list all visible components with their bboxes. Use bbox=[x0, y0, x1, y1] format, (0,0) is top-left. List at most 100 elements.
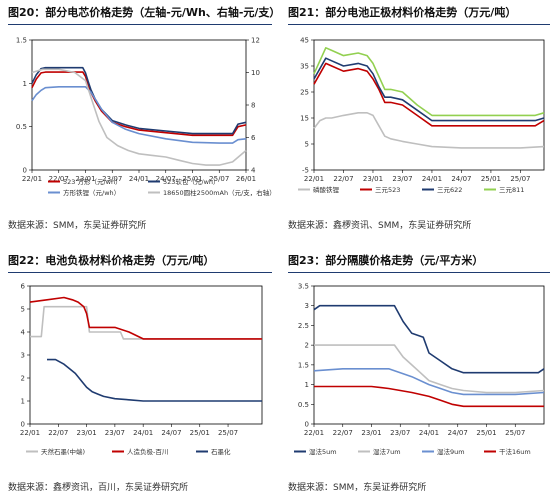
x-tick-label: 22/07 bbox=[333, 175, 353, 183]
legend-label: 湿法7um bbox=[373, 447, 401, 456]
panel-anode-price: 图22：电池负极材料价格走势（万元/吨） 0 1 2 3 4 5 6 22/01 22/07 23… bbox=[8, 252, 272, 496]
legend-label: 523 方形（元/wh） bbox=[63, 177, 122, 186]
y-tick-label: 1.5 bbox=[16, 37, 27, 45]
x-tick-label: 25/07 bbox=[505, 429, 525, 437]
chart-title: 图22：电池负极材料价格走势（万元/吨） bbox=[8, 252, 272, 273]
x-tick-label: 24/07 bbox=[451, 175, 471, 183]
y-tick-label: 0 bbox=[23, 167, 27, 175]
y-tick-label: 3.5 bbox=[298, 283, 309, 291]
plot-frame bbox=[31, 39, 247, 171]
y-tick-label: 3 bbox=[21, 352, 25, 360]
y-tick-label: 1 bbox=[305, 381, 309, 389]
y-tick-label: 1 bbox=[21, 398, 25, 406]
series-line-1 bbox=[313, 62, 545, 127]
y-tick-label: 5 bbox=[21, 306, 25, 314]
legend-label: 湿法9um bbox=[437, 447, 465, 456]
panel-cathode-price: 图21：部分电池正极材料价格走势（万元/吨） -5 5 15 25 35 45 22/01 2… bbox=[288, 4, 550, 236]
series-line-0 bbox=[31, 71, 247, 137]
series-line-2 bbox=[313, 57, 545, 122]
panel-separator-price: 图23：部分隔膜价格走势（元/平方米） 0 0.5 1 1.5 2 2.5 3 3.5 22/0… bbox=[288, 252, 550, 496]
x-tick-label: 24/07 bbox=[448, 429, 468, 437]
y-right-tick-label: 8 bbox=[251, 102, 255, 110]
y-tick-label: 3 bbox=[305, 302, 309, 310]
x-tick-label: 25/07 bbox=[218, 429, 238, 437]
series-line-3 bbox=[31, 68, 247, 166]
chart-source: 数据来源：SMM，东吴证券研究所 bbox=[8, 221, 147, 231]
chart-area: 0 0.5 1 1.5 4 6 8 10 12 22/01 22/07 23/01 23/07 24/01… bbox=[8, 28, 276, 210]
legend-label: 方形铁锂（元/wh） bbox=[63, 188, 120, 197]
y-tick-label: 1.5 bbox=[298, 361, 309, 369]
x-tick-label: 23/01 bbox=[75, 175, 95, 183]
legend-label: 人造负极-百川 bbox=[127, 447, 168, 456]
chart-title: 图23：部分隔膜价格走势（元/平方米） bbox=[288, 252, 550, 273]
x-tick-label: 22/01 bbox=[304, 429, 324, 437]
x-tick-label: 24/01 bbox=[422, 175, 442, 183]
y-tick-label: 6 bbox=[21, 283, 26, 291]
series-line-0 bbox=[313, 112, 545, 149]
x-tick-label: 23/01 bbox=[361, 429, 381, 437]
chart-area: 0 1 2 3 4 5 6 22/01 22/07 23/01 23/07 24/01 24/07 25/… bbox=[8, 276, 272, 468]
legend-label: 三元811 bbox=[499, 186, 524, 194]
chart-area: -5 5 15 25 35 45 22/01 22/07 23/01 23/07 24/01 24/0… bbox=[288, 28, 550, 210]
chart-svg: 0 0.5 1 1.5 4 6 8 10 12 22/01 22/07 23/01 23/07 24/01… bbox=[16, 37, 276, 198]
series-line-2 bbox=[31, 85, 247, 144]
panel-cell-price: 图20：部分电芯价格走势（左轴-元/Wh、右轴-元/支） 0 0.5 1 1.5 4 6 8… bbox=[8, 4, 280, 236]
y-right-tick-label: 12 bbox=[251, 37, 260, 45]
legend-label: 磷酸铁锂 bbox=[313, 185, 340, 194]
legend-label: 523软包（元/wh） bbox=[163, 177, 220, 186]
y-tick-label: 4 bbox=[21, 329, 26, 337]
y-tick-label: 2.5 bbox=[298, 322, 309, 330]
series-line-0 bbox=[313, 304, 545, 374]
x-tick-label: 25/07 bbox=[209, 175, 229, 183]
y-tick-label: 45 bbox=[300, 37, 309, 45]
x-tick-label: 22/07 bbox=[333, 429, 353, 437]
x-tick-label: 23/07 bbox=[390, 429, 410, 437]
chart-source: 数据来源：鑫椤资讯、SMM，东吴证券研究所 bbox=[288, 221, 472, 231]
legend-label: 三元523 bbox=[375, 186, 400, 194]
x-tick-label: 25/07 bbox=[510, 175, 530, 183]
chart-title: 图20：部分电芯价格走势（左轴-元/Wh、右轴-元/支） bbox=[8, 4, 280, 25]
y-tick-label: 2 bbox=[21, 375, 25, 383]
x-tick-label: 23/07 bbox=[392, 175, 412, 183]
x-tick-label: 22/07 bbox=[49, 175, 69, 183]
y-tick-label: 1 bbox=[23, 80, 27, 88]
y-tick-label: 2 bbox=[305, 342, 309, 350]
y-right-tick-label: 4 bbox=[251, 167, 256, 175]
series-line-2 bbox=[313, 368, 545, 396]
legend-label: 干法16um bbox=[499, 447, 531, 456]
x-tick-label: 22/01 bbox=[22, 175, 42, 183]
y-right-tick-label: 6 bbox=[251, 134, 256, 142]
x-tick-label: 23/01 bbox=[76, 429, 96, 437]
chart-area: 0 0.5 1 1.5 2 2.5 3 3.5 22/01 22/07 23/01 23/07 24/0… bbox=[288, 276, 550, 468]
y-tick-label: 0 bbox=[305, 421, 309, 429]
plot-frame bbox=[313, 39, 545, 171]
plot-frame bbox=[313, 285, 545, 425]
x-tick-label: 24/01 bbox=[129, 175, 149, 183]
chart-svg: 0 1 2 3 4 5 6 22/01 22/07 23/01 23/07 24/01 24/07 25/… bbox=[20, 283, 263, 456]
series-line-1 bbox=[314, 344, 545, 394]
chart-svg: 0 0.5 1 1.5 2 2.5 3 3.5 22/01 22/07 23/01 23/07 24/0… bbox=[294, 283, 545, 456]
legend-label: 18650圆柱2500mAh（元/支，右轴） bbox=[163, 188, 276, 197]
chart-source: 数据来源：鑫椤资讯，百川，东吴证券研究所 bbox=[8, 483, 189, 493]
x-tick-label: 25/01 bbox=[476, 429, 496, 437]
x-tick-label: 23/07 bbox=[105, 429, 125, 437]
x-tick-label: 23/01 bbox=[363, 175, 383, 183]
y-tick-label: 25 bbox=[300, 89, 309, 97]
series-line-0 bbox=[30, 305, 262, 340]
chart-svg: -5 5 15 25 35 45 22/01 22/07 23/01 23/07 24/01 24/0… bbox=[298, 37, 545, 194]
series-line-3 bbox=[314, 385, 544, 408]
legend-label: 湿法5um bbox=[309, 447, 337, 456]
chart-title: 图21：部分电池正极材料价格走势（万元/吨） bbox=[288, 4, 550, 25]
series-line-2 bbox=[47, 358, 262, 402]
y-tick-label: 5 bbox=[305, 141, 309, 149]
y-tick-label: 15 bbox=[300, 115, 309, 123]
y-tick-label: 0 bbox=[21, 421, 25, 429]
series-line-1 bbox=[29, 296, 262, 340]
y-tick-label: 35 bbox=[300, 63, 309, 71]
x-tick-label: 22/07 bbox=[48, 429, 68, 437]
series-line-1 bbox=[31, 66, 247, 135]
y-tick-label: -5 bbox=[302, 167, 309, 175]
x-tick-label: 24/01 bbox=[133, 429, 153, 437]
legend-label: 三元622 bbox=[437, 186, 462, 194]
chart-source: 数据来源：SMM，东吴证券研究所 bbox=[288, 483, 427, 493]
